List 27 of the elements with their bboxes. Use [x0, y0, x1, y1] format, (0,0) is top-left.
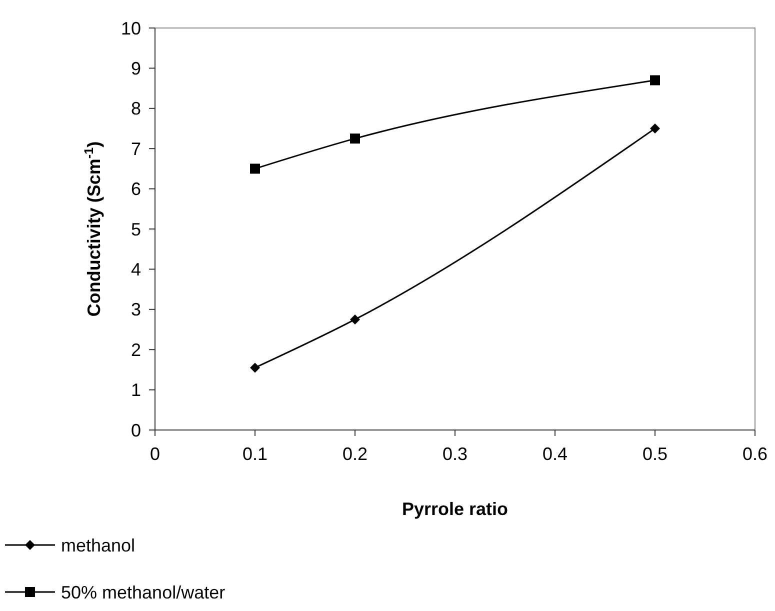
point — [250, 362, 260, 373]
y-tick-label: 4 — [130, 260, 141, 280]
x-axis-title: Pyrrole ratio — [402, 499, 508, 519]
point — [650, 75, 660, 86]
legend-label: 50% methanol/water — [61, 582, 226, 602]
x-tick-label: 0.5 — [642, 444, 668, 464]
point — [350, 134, 360, 144]
x-tick-label: 0.1 — [242, 444, 268, 464]
y-tick-label: 0 — [130, 420, 141, 440]
y-tick-label: 6 — [130, 179, 141, 200]
x-tick-label: 0.3 — [442, 444, 468, 464]
point — [250, 164, 260, 174]
y-tick-label: 3 — [130, 300, 141, 320]
point — [650, 124, 660, 134]
legend-label: methanol — [61, 535, 136, 556]
y-tick-label: 7 — [130, 138, 141, 159]
y-tick-label: 8 — [130, 98, 141, 119]
x-tick-label: 0.4 — [542, 444, 568, 464]
y-tick-label: 1 — [130, 380, 141, 400]
x-tick-label: 0 — [150, 444, 160, 464]
x-tick-label: 0.6 — [742, 444, 768, 464]
point — [350, 314, 360, 324]
x-tick-label: 0.2 — [342, 444, 368, 464]
y-tick-label: 10 — [120, 18, 141, 38]
y-tick-label: 5 — [130, 219, 141, 240]
y-tick-label: 2 — [130, 340, 141, 360]
y-tick-label: 9 — [130, 58, 141, 78]
